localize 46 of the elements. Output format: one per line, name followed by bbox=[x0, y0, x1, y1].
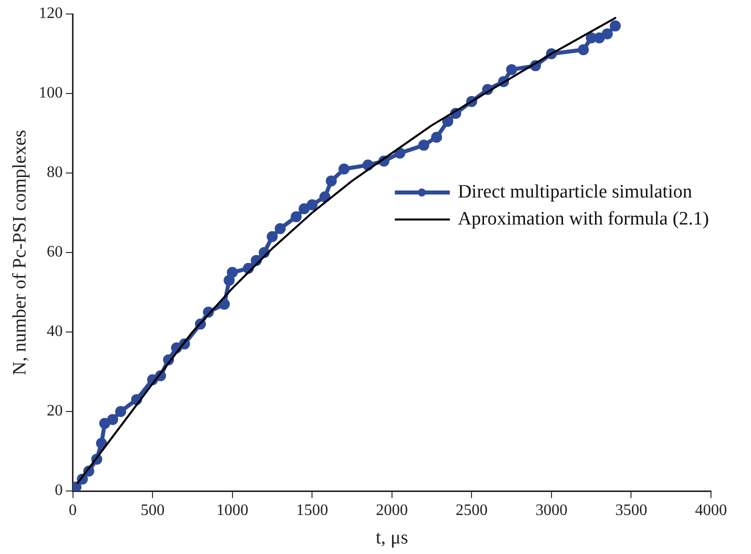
point bbox=[96, 438, 108, 449]
point bbox=[338, 164, 350, 175]
y-tick-label: 20 bbox=[46, 402, 63, 420]
point bbox=[362, 160, 374, 171]
point bbox=[586, 32, 597, 44]
point bbox=[602, 28, 613, 40]
y-tick-label: 100 bbox=[38, 84, 63, 102]
point bbox=[290, 211, 302, 222]
y-tick-label: 40 bbox=[46, 323, 63, 340]
point bbox=[394, 148, 406, 159]
x-axis-title: t, μs bbox=[376, 528, 408, 549]
point bbox=[115, 406, 126, 417]
x-tick-label: 1500 bbox=[296, 502, 328, 519]
x-tick-label: 2000 bbox=[376, 502, 408, 519]
point bbox=[431, 132, 442, 143]
point bbox=[274, 223, 286, 234]
y-tick-label: 0 bbox=[54, 482, 63, 500]
point bbox=[298, 203, 310, 214]
point bbox=[306, 199, 318, 210]
point bbox=[578, 44, 589, 56]
legend-label: Aproximation with formula (2.1) bbox=[458, 208, 710, 230]
point bbox=[594, 32, 605, 44]
point bbox=[610, 20, 621, 32]
point bbox=[266, 231, 278, 242]
point bbox=[107, 414, 118, 425]
point bbox=[506, 64, 518, 76]
x-tick-label: 1000 bbox=[216, 502, 248, 519]
x-tick-label: 4000 bbox=[695, 502, 727, 519]
x-tick-label: 2500 bbox=[456, 502, 488, 519]
point bbox=[224, 274, 235, 286]
point bbox=[418, 140, 430, 151]
y-tick-label: 80 bbox=[46, 164, 63, 182]
point bbox=[442, 116, 454, 127]
x-tick-label: 500 bbox=[140, 502, 165, 519]
point bbox=[326, 175, 337, 186]
y-tick-label: 120 bbox=[38, 5, 63, 22]
x-tick-label: 3000 bbox=[535, 502, 568, 519]
point bbox=[319, 191, 330, 202]
legend-label: Direct multiparticle simulation bbox=[458, 181, 693, 202]
point bbox=[99, 418, 110, 429]
y-tick-label: 60 bbox=[46, 244, 63, 261]
x-tick-label: 3500 bbox=[615, 502, 648, 519]
x-tick-label: 0 bbox=[68, 502, 77, 519]
point bbox=[226, 266, 238, 278]
point bbox=[218, 298, 230, 310]
y-axis-title: N, number of Pc-PSI complexes bbox=[9, 130, 30, 376]
